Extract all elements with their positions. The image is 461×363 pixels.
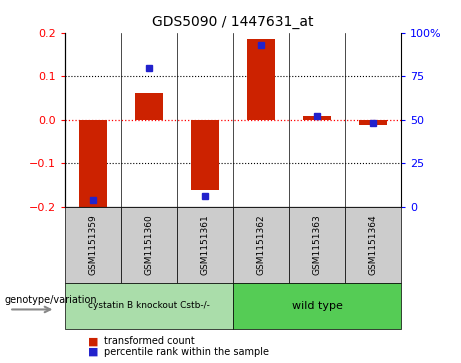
Text: GSM1151364: GSM1151364 — [368, 215, 378, 276]
Bar — [303, 116, 331, 120]
Bar — [65, 207, 121, 283]
Bar — [65, 283, 233, 329]
Bar — [135, 93, 163, 120]
Bar — [233, 207, 289, 283]
Bar — [247, 39, 275, 120]
Text: transformed count: transformed count — [104, 336, 195, 346]
Bar — [359, 120, 387, 125]
Bar — [289, 207, 345, 283]
Text: wild type: wild type — [291, 301, 343, 311]
Text: ■: ■ — [88, 347, 98, 357]
Text: cystatin B knockout Cstb-/-: cystatin B knockout Cstb-/- — [88, 301, 210, 310]
Bar — [345, 207, 401, 283]
Text: GSM1151363: GSM1151363 — [313, 215, 321, 276]
Text: GSM1151360: GSM1151360 — [144, 215, 153, 276]
Bar — [233, 283, 401, 329]
Bar — [121, 207, 177, 283]
Text: GSM1151359: GSM1151359 — [88, 215, 97, 276]
Bar — [191, 120, 219, 190]
Text: GSM1151361: GSM1151361 — [200, 215, 209, 276]
Title: GDS5090 / 1447631_at: GDS5090 / 1447631_at — [152, 15, 313, 29]
Bar — [78, 120, 106, 211]
Text: genotype/variation: genotype/variation — [5, 295, 97, 305]
Text: GSM1151362: GSM1151362 — [256, 215, 266, 276]
Text: ■: ■ — [88, 336, 98, 346]
Text: percentile rank within the sample: percentile rank within the sample — [104, 347, 269, 357]
Bar — [177, 207, 233, 283]
